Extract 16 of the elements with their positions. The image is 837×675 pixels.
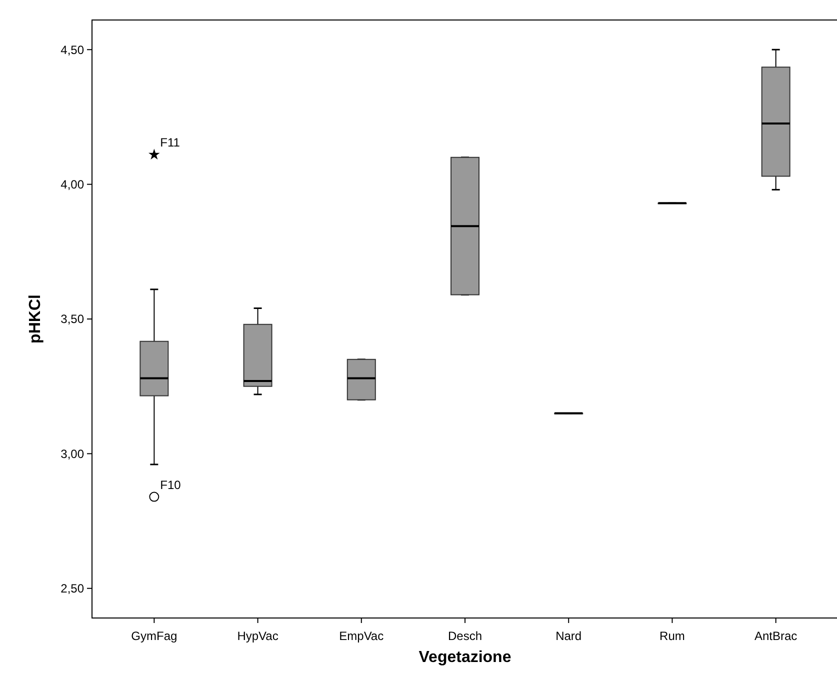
y-tick-label: 4,50	[60, 42, 84, 57]
y-tick-label: 3,50	[60, 312, 84, 326]
y-tick-label: 3,00	[60, 446, 84, 461]
annotation: F10	[160, 478, 182, 492]
x-axis-title: Vegetazione	[418, 649, 512, 666]
x-tick-label: GymFag	[131, 629, 178, 643]
annotation: F11	[160, 136, 180, 150]
y-tick-label: 4,00	[60, 178, 84, 192]
y-tick-label: 2,50	[60, 582, 84, 596]
x-tick-label: AntBrac	[754, 629, 798, 643]
x-tick-label: Rum	[660, 629, 685, 643]
x-tick-label: HypVac	[237, 629, 278, 643]
y-axis-title: pHKCl	[27, 294, 44, 344]
x-tick-label: Nard	[556, 629, 582, 643]
x-tick-label: Desch	[448, 629, 482, 643]
x-tick-label: EmpVac	[339, 629, 384, 643]
